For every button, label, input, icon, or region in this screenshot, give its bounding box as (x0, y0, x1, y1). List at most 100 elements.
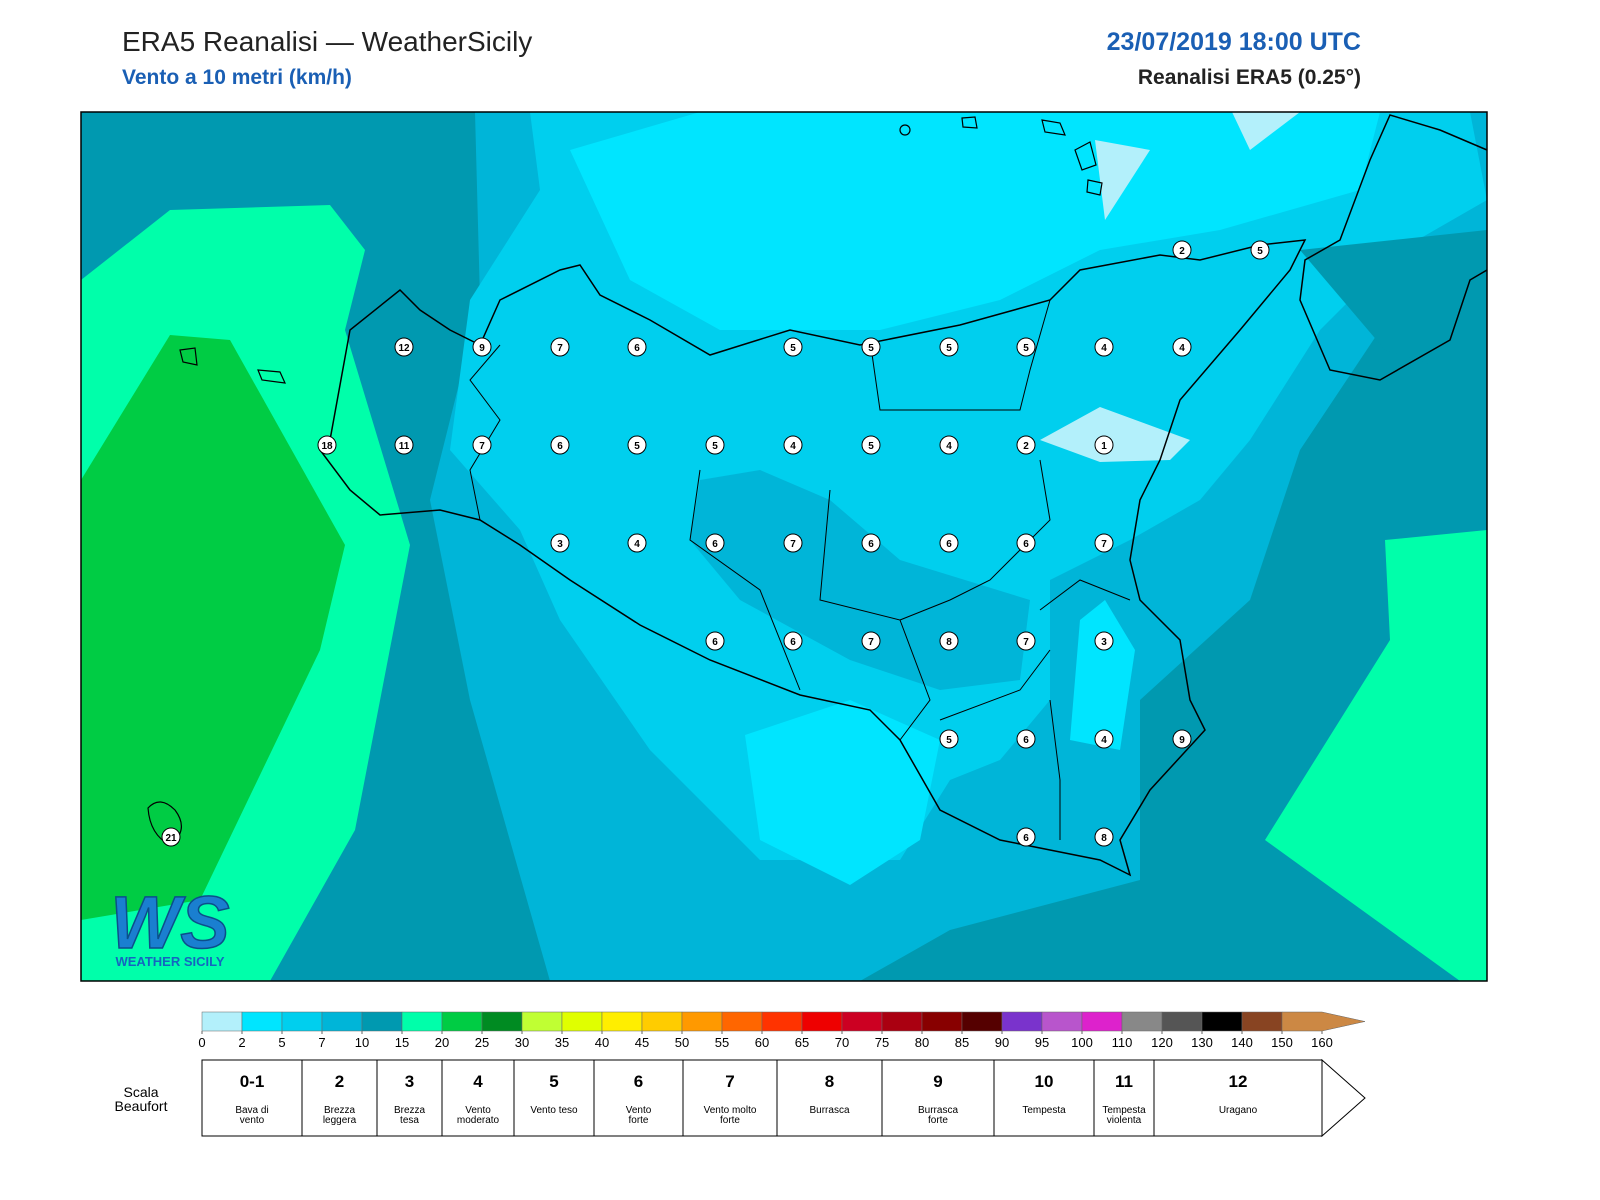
colorbar-tick-label: 120 (1151, 1035, 1173, 1050)
station-marker (627, 337, 647, 357)
field (1040, 407, 1190, 462)
station-value: 7 (557, 343, 563, 354)
colorbar-segment (1121, 1011, 1163, 1032)
field (745, 700, 940, 885)
colorbar-segment (601, 1011, 643, 1032)
station-value: 7 (1023, 637, 1029, 648)
station-value: 6 (1023, 833, 1029, 844)
station-value: 7 (1101, 539, 1107, 550)
colorbar-segment (241, 1011, 283, 1032)
station-value: 5 (790, 343, 796, 354)
province-border (469, 299, 1131, 840)
beaufort-description: Tempesta violenta (1102, 1105, 1146, 1126)
station-value: 2 (1179, 246, 1185, 257)
field (1095, 140, 1150, 220)
station-marker (1172, 240, 1192, 260)
colorbar-segment (681, 1011, 723, 1032)
station-value: 5 (946, 343, 952, 354)
colorbar-tick-label: 10 (355, 1035, 369, 1050)
beaufort-description: Bava di vento (235, 1105, 269, 1126)
station-value: 5 (868, 343, 874, 354)
station-value: 7 (479, 441, 485, 452)
station-marker (472, 435, 492, 455)
station-value: 3 (1101, 637, 1107, 648)
station-value: 6 (712, 637, 718, 648)
field (1232, 112, 1300, 150)
station-marker (705, 435, 725, 455)
beaufort-force: 12 (1228, 1072, 1248, 1091)
colorbar-tick-label: 2 (238, 1035, 245, 1050)
colorbar-tick-label: 100 (1071, 1035, 1093, 1050)
station-value: 12 (398, 343, 410, 354)
beaufort-description: Burrasca forte (917, 1105, 958, 1126)
station-marker (1016, 631, 1036, 651)
colorbar-tick-label: 45 (635, 1035, 649, 1050)
station-value: 7 (790, 539, 796, 550)
colorbar-tick-label: 160 (1311, 1035, 1333, 1050)
beaufort-description: Vento forte (625, 1105, 652, 1126)
beaufort-description: Vento teso (530, 1105, 578, 1116)
beaufort-description: Brezza tesa (393, 1105, 426, 1126)
field (570, 112, 1380, 330)
colorbar-tick-label: 65 (795, 1035, 809, 1050)
colorbar-tick-label: 25 (475, 1035, 489, 1050)
station-value: 6 (1023, 539, 1029, 550)
colorbar-tick-label: 50 (675, 1035, 689, 1050)
beaufort-description: Uragano (1218, 1105, 1258, 1116)
field (1070, 600, 1135, 750)
station-value: 4 (790, 441, 796, 452)
beaufort-label: Scala Beaufort (114, 1084, 168, 1114)
field (1265, 530, 1487, 981)
logo: WS WEATHER SICILY (110, 880, 231, 969)
source: Reanalisi ERA5 (0.25°) (1137, 66, 1361, 89)
station-value: 3 (557, 539, 563, 550)
beaufort-frame (201, 1059, 1323, 1137)
station-value: 4 (946, 441, 952, 452)
station-value: 9 (1179, 735, 1185, 746)
colorbar-tick-label: 40 (595, 1035, 609, 1050)
station-marker (1094, 435, 1114, 455)
station-marker (1094, 827, 1114, 847)
colorbar-segment (801, 1011, 843, 1032)
station-value: 21 (165, 833, 177, 844)
beaufort-force: 7 (725, 1072, 735, 1091)
colorbar-segment (1161, 1011, 1203, 1032)
beaufort-force: 4 (473, 1072, 483, 1091)
station-value: 1 (1101, 441, 1107, 452)
station-value: 5 (634, 441, 640, 452)
station-marker (1094, 533, 1114, 553)
station-marker (1094, 729, 1114, 749)
station-marker (939, 631, 959, 651)
beaufort-force: 3 (404, 1072, 415, 1091)
beaufort-force: 5 (549, 1072, 559, 1091)
colorbar-tick-label: 85 (955, 1035, 969, 1050)
colorbar-segment (401, 1011, 443, 1032)
station-value: 7 (868, 637, 874, 648)
beaufort-description: Vento moderato (456, 1105, 500, 1126)
colorbar-arrow (1281, 1011, 1366, 1032)
station-marker (550, 533, 570, 553)
station-value: 6 (946, 539, 952, 550)
colorbar-tick-label: 60 (755, 1035, 769, 1050)
station-marker (550, 435, 570, 455)
title: ERA5 Reanalisi — WeatherSicily (122, 26, 533, 57)
station-value: 5 (1023, 343, 1029, 354)
station-marker (861, 337, 881, 357)
station-marker (627, 533, 647, 553)
station-marker (939, 435, 959, 455)
station-value: 4 (1101, 343, 1107, 354)
colorbar-tick-label: 140 (1231, 1035, 1253, 1050)
station-marker (1250, 240, 1270, 260)
colorbar-segment (1041, 1011, 1083, 1032)
station-marker (161, 827, 181, 847)
station-marker (939, 729, 959, 749)
subtitle: Vento a 10 metri (km/h) (122, 66, 352, 89)
station-marker (394, 435, 414, 455)
colorbar-segment (441, 1011, 483, 1032)
colorbar-segment (361, 1011, 403, 1032)
colorbar-segment (1081, 1011, 1123, 1032)
colorbar-tick-label: 75 (875, 1035, 889, 1050)
station-value: 5 (946, 735, 952, 746)
beaufort-force: 6 (633, 1072, 644, 1091)
